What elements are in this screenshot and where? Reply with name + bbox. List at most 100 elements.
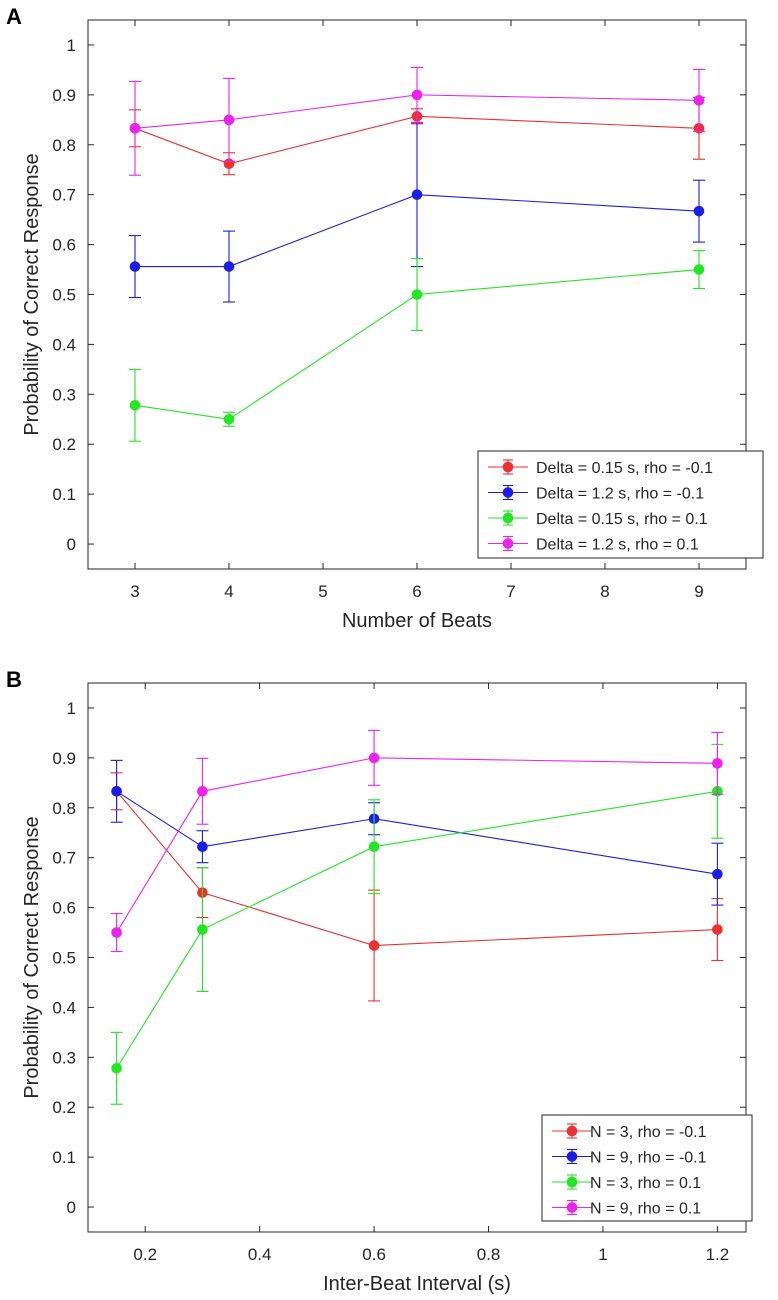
data-point [223,413,235,425]
series-line [135,194,700,268]
x-tick-label: 1.2 [706,1245,730,1264]
legend-label: N = 3, rho = -0.1 [590,1124,707,1141]
data-point [693,95,705,106]
data-point [368,940,380,951]
legend-marker [502,512,514,524]
x-tick-label: 9 [694,582,703,601]
panel-label: B [6,667,22,692]
data-point [111,1062,122,1074]
data-point [111,927,122,938]
legend-marker [566,1125,578,1137]
y-tick-label: 0.6 [52,236,76,255]
data-point [197,841,208,853]
x-tick-label: 0.2 [133,1245,157,1264]
series-line [116,757,718,933]
legend-label: N = 9, rho = 0.1 [590,1201,701,1218]
legend-entry: Delta = 1.2 s, rho = -0.1 [488,484,704,503]
data-point [712,758,723,769]
series-2 [110,759,724,906]
legend-label: Delta = 1.2 s, rho = 0.1 [536,537,699,554]
data-point [411,189,423,200]
y-tick-label: 0 [67,535,76,554]
data-point [368,752,380,764]
y-tick-label: 0.7 [52,186,76,205]
y-tick-label: 0.2 [52,1098,76,1117]
x-tick-label: 4 [224,582,233,601]
legend-label: N = 3, rho = 0.1 [590,1175,701,1192]
data-point [129,123,141,134]
y-tick-label: 0 [67,1198,76,1217]
y-tick-label: 0.1 [52,485,76,504]
series-4 [129,66,705,176]
legend-entry: N = 9, rho = -0.1 [552,1148,707,1167]
series-line [134,115,700,165]
legend-label: Delta = 0.15 s, rho = -0.1 [536,460,713,477]
data-point [712,924,723,935]
y-tick-label: 0.9 [52,749,76,768]
x-tick-label: 0.4 [248,1245,272,1264]
y-tick-label: 0.3 [52,385,76,404]
y-axis-label: Probability of Correct Response [21,153,43,435]
y-tick-label: 0.8 [52,136,76,155]
data-point [693,264,705,275]
data-point [693,205,705,217]
legend-entry: Delta = 0.15 s, rho = -0.1 [488,459,713,477]
data-point [129,261,141,272]
series-4 [110,729,724,953]
x-tick-label: 7 [506,582,515,601]
series-2 [129,122,705,303]
y-axis-label: Probability of Correct Response [21,816,43,1098]
y-tick-label: 0.5 [52,949,76,968]
legend-marker [566,1176,578,1188]
y-tick-label: 0.3 [52,1048,76,1067]
x-tick-label: 0.6 [362,1245,386,1264]
data-point [223,114,235,126]
legend: Delta = 0.15 s, rho = -0.1 Delta = 1.2 s,… [477,450,764,559]
y-tick-label: 0.9 [52,86,76,105]
y-tick-label: 0.8 [52,799,76,818]
x-tick-label: 6 [412,582,421,601]
legend-marker [502,487,514,498]
legend-label: Delta = 0.15 s, rho = 0.1 [536,511,708,528]
legend-label: N = 9, rho = -0.1 [590,1150,707,1167]
y-tick-label: 0.4 [52,998,76,1017]
panel-label: A [6,4,22,29]
legend-marker [502,461,514,473]
legend-entry: N = 9, rho = 0.1 [552,1199,701,1218]
series-line [116,790,718,875]
series-line [134,94,700,129]
y-tick-label: 0.2 [52,435,76,454]
y-tick-label: 0.1 [52,1148,76,1167]
series-3 [129,250,705,442]
y-tick-label: 0.5 [52,286,76,305]
x-tick-label: 5 [318,582,327,601]
legend-entry: Delta = 0.15 s, rho = 0.1 [488,510,708,528]
data-point [411,89,423,101]
chart-panel-b: B 0 0.1 0.2 0.3 0.4 0.5 0.6 0.7 0.8 0.9 1 0.2 0.4 0.6 0… [6,667,753,1295]
data-point [197,924,208,935]
legend-entry: N = 3, rho = -0.1 [552,1123,707,1141]
y-tick-label: 1 [67,699,76,718]
series-line [134,268,700,420]
chart-panel-a: A 0 0.1 0.2 0.3 0.4 0.5 0.6 0.7 0.8 0.9 1 3 4 5 6 7 8 9 Num… [6,4,764,632]
x-tick-label: 0.8 [477,1245,501,1264]
x-tick-label: 8 [600,582,609,601]
y-tick-label: 0.4 [52,335,76,354]
x-axis-label: Number of Beats [342,610,492,632]
y-tick-label: 0.7 [52,849,76,868]
series-line [116,790,718,947]
legend-entry: Delta = 1.2 s, rho = 0.1 [488,535,699,554]
data-point [223,261,235,272]
data-point [411,289,423,300]
legend-box [477,450,764,559]
legend-marker [502,538,514,549]
legend-entry: N = 3, rho = 0.1 [552,1174,701,1192]
x-axis-label: Inter-Beat Interval (s) [323,1273,511,1295]
x-tick-label: 1 [598,1245,607,1264]
legend: N = 3, rho = -0.1 N = 9, rho = -0.1 N = 3,… [541,1114,753,1222]
data-point [197,786,208,797]
data-point [712,868,723,880]
y-tick-label: 1 [67,36,76,55]
legend-label: Delta = 1.2 s, rho = -0.1 [536,486,704,503]
